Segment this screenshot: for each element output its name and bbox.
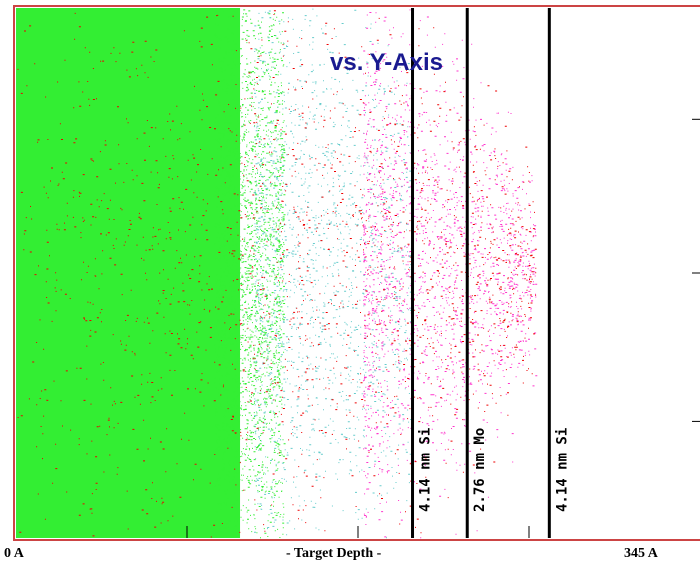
layer-boundaries — [411, 8, 551, 538]
chart-title: vs. Y-Axis — [330, 49, 443, 76]
plot-frame — [13, 5, 700, 541]
series-4-points — [17, 10, 537, 538]
layer-labels: 4.14 nm Si 2.76 nm Mo 4.14 nm Si — [418, 428, 571, 512]
x-axis-max-label: 345 A — [624, 546, 658, 561]
scatter-points — [16, 8, 538, 539]
axis-ticks — [186, 118, 700, 538]
series-1-fill — [16, 8, 241, 538]
layer-label-1: 4.14 nm Si — [418, 428, 434, 512]
layer-label-2: 2.76 nm Mo — [472, 428, 488, 512]
layer-label-3: 4.14 nm Si — [554, 428, 570, 512]
x-axis-title: - Target Depth - — [286, 546, 382, 561]
x-axis-min-label: 0 A — [4, 546, 24, 561]
